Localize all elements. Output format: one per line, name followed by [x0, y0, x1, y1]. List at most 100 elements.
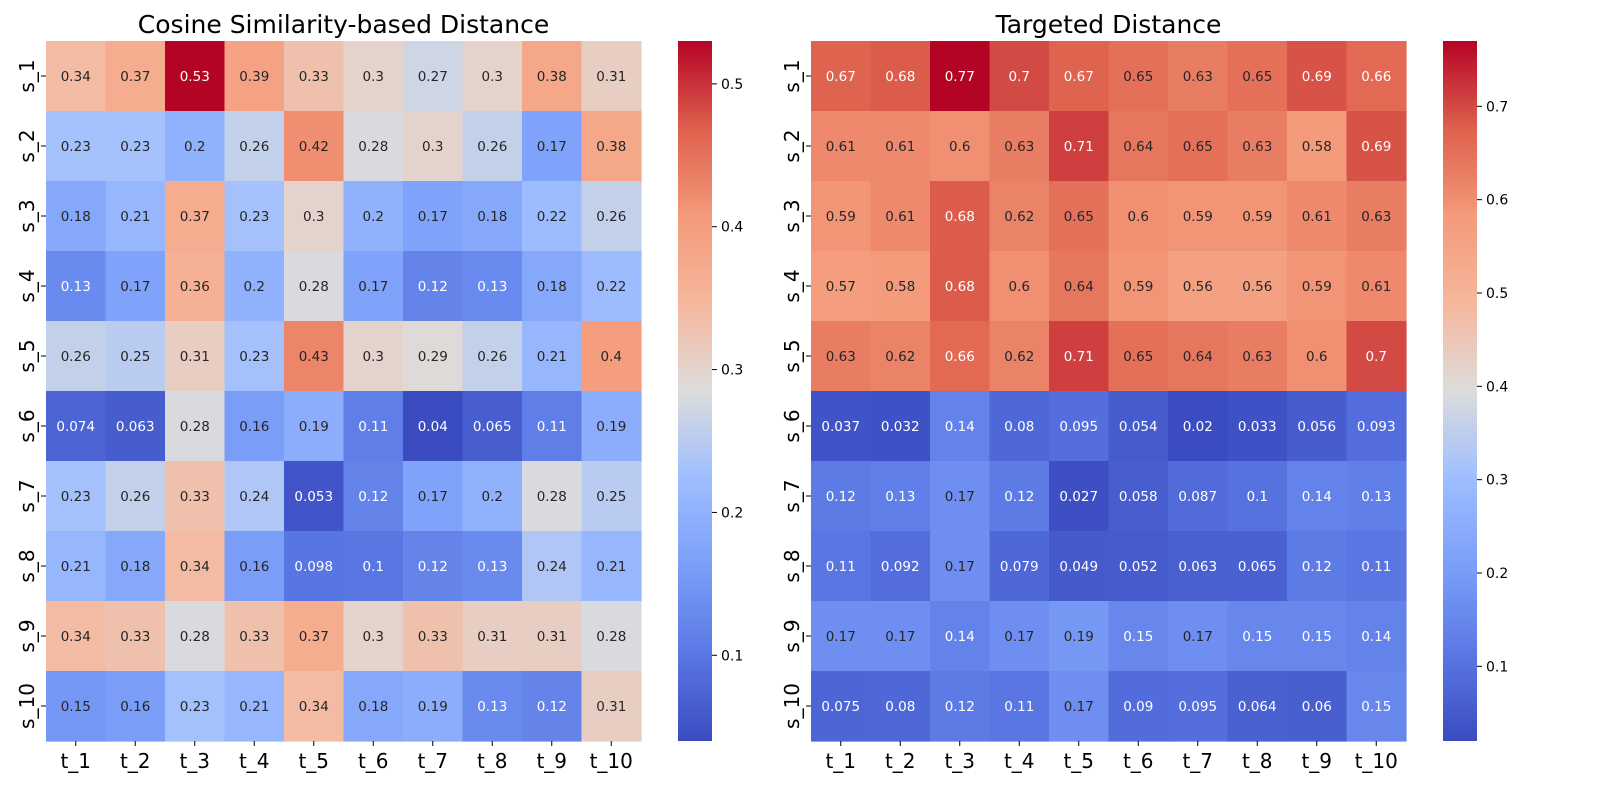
heatmap-cell — [462, 251, 523, 322]
heatmap-cell — [870, 181, 931, 252]
cell-value-label: 0.31 — [596, 699, 626, 715]
cell-value-label: 0.31 — [477, 629, 507, 645]
colorbar-tick-label: 0.2 — [721, 505, 743, 521]
heatmap-cell — [1168, 251, 1229, 322]
x-tick-label: t_2 — [885, 749, 916, 773]
cell-value-label: 0.2 — [244, 279, 265, 295]
cell-value-label: 0.3 — [363, 349, 384, 365]
heatmap-cell — [224, 111, 285, 182]
cell-value-label: 0.4 — [601, 349, 622, 365]
heatmap-cell — [1049, 461, 1110, 532]
heatmap-cell — [462, 391, 523, 462]
heatmap-cell — [462, 531, 523, 602]
cell-value-label: 0.31 — [537, 629, 567, 645]
heatmap-cell — [105, 41, 166, 112]
heatmap-cell — [284, 251, 345, 322]
heatmap-cell — [811, 181, 872, 252]
heatmap-cell — [105, 531, 166, 602]
cell-value-label: 0.68 — [945, 209, 975, 225]
cell-value-label: 0.12 — [418, 279, 448, 295]
heatmap-cell — [46, 111, 107, 182]
cell-value-label: 0.053 — [294, 489, 333, 505]
cell-value-label: 0.71 — [1064, 139, 1094, 155]
heatmap-cell — [224, 461, 285, 532]
heatmap-cell — [284, 461, 345, 532]
cell-value-label: 0.3 — [303, 209, 324, 225]
y-tick-label: s_5 — [780, 339, 804, 372]
cell-value-label: 0.38 — [596, 139, 626, 155]
y-tick-label: s_10 — [15, 683, 39, 729]
heatmap-cell — [870, 601, 931, 672]
heatmap-cell — [224, 251, 285, 322]
cell-value-label: 0.3 — [482, 69, 503, 85]
heatmap-cell — [1108, 461, 1169, 532]
heatmap-cell — [165, 531, 226, 602]
cell-value-label: 0.36 — [180, 279, 210, 295]
cell-value-label: 0.08 — [885, 699, 915, 715]
heatmap-cell — [1049, 531, 1110, 602]
heatmap-cell — [870, 531, 931, 602]
cell-value-label: 0.032 — [881, 419, 920, 435]
y-tick-label: s_1 — [15, 59, 39, 92]
heatmap-cell — [403, 531, 464, 602]
cell-value-label: 0.11 — [358, 419, 388, 435]
heatmap-cell — [462, 111, 523, 182]
heatmap-cell — [46, 181, 107, 252]
cell-value-label: 0.12 — [945, 699, 975, 715]
cell-value-label: 0.68 — [945, 279, 975, 295]
cell-value-label: 0.12 — [826, 489, 856, 505]
cell-value-label: 0.31 — [596, 69, 626, 85]
cell-value-label: 0.21 — [239, 699, 269, 715]
cell-value-label: 0.77 — [945, 69, 975, 85]
heatmap-cell — [1346, 531, 1407, 602]
heatmap-cell — [46, 321, 107, 392]
cell-value-label: 0.18 — [358, 699, 388, 715]
cell-value-label: 0.11 — [826, 559, 856, 575]
heatmap-cell — [1168, 321, 1229, 392]
heatmap-cell — [284, 671, 345, 742]
heatmap-cell — [284, 531, 345, 602]
cell-value-label: 0.61 — [885, 209, 915, 225]
heatmap-cell — [224, 601, 285, 672]
heatmap-cell — [930, 251, 991, 322]
heatmap-cell — [1346, 601, 1407, 672]
x-tick-label: t_1 — [825, 749, 856, 773]
cell-value-label: 0.6 — [1128, 209, 1149, 225]
cell-value-label: 0.27 — [418, 69, 448, 85]
heatmap-cell — [284, 41, 345, 112]
cell-value-label: 0.33 — [299, 69, 329, 85]
y-tick-label: s_2 — [15, 129, 39, 162]
cell-value-label: 0.67 — [826, 69, 856, 85]
heatmap-cell — [343, 181, 404, 252]
heatmap-cell — [343, 111, 404, 182]
cell-value-label: 0.17 — [418, 489, 448, 505]
cell-value-label: 0.53 — [180, 69, 210, 85]
cell-value-label: 0.28 — [537, 489, 567, 505]
heatmap-cell — [522, 671, 583, 742]
cell-value-label: 0.43 — [299, 349, 329, 365]
cell-value-label: 0.16 — [239, 559, 269, 575]
heatmap-cell — [870, 671, 931, 742]
heatmap-cell — [1346, 41, 1407, 112]
x-tick-label: t_10 — [590, 749, 633, 773]
heatmap-cell — [811, 111, 872, 182]
cell-value-label: 0.04 — [418, 419, 448, 435]
cell-value-label: 0.68 — [885, 69, 915, 85]
heatmap-cell — [870, 321, 931, 392]
heatmap-cell — [165, 391, 226, 462]
heatmap-cell — [1227, 111, 1288, 182]
cell-value-label: 0.3 — [363, 69, 384, 85]
cell-value-label: 0.61 — [885, 139, 915, 155]
heatmap-cell — [989, 531, 1050, 602]
y-tick-label: s_5 — [15, 339, 39, 372]
cell-value-label: 0.62 — [1004, 349, 1034, 365]
heatmap-cell — [1168, 461, 1229, 532]
cell-value-label: 0.28 — [299, 279, 329, 295]
heatmap-cell — [1108, 251, 1169, 322]
x-tick-label: t_7 — [417, 749, 448, 773]
heatmap-cell — [870, 391, 931, 462]
cell-value-label: 0.31 — [180, 349, 210, 365]
heatmap-cell — [403, 461, 464, 532]
heatmap-cell — [1346, 391, 1407, 462]
heatmap-cell — [343, 251, 404, 322]
